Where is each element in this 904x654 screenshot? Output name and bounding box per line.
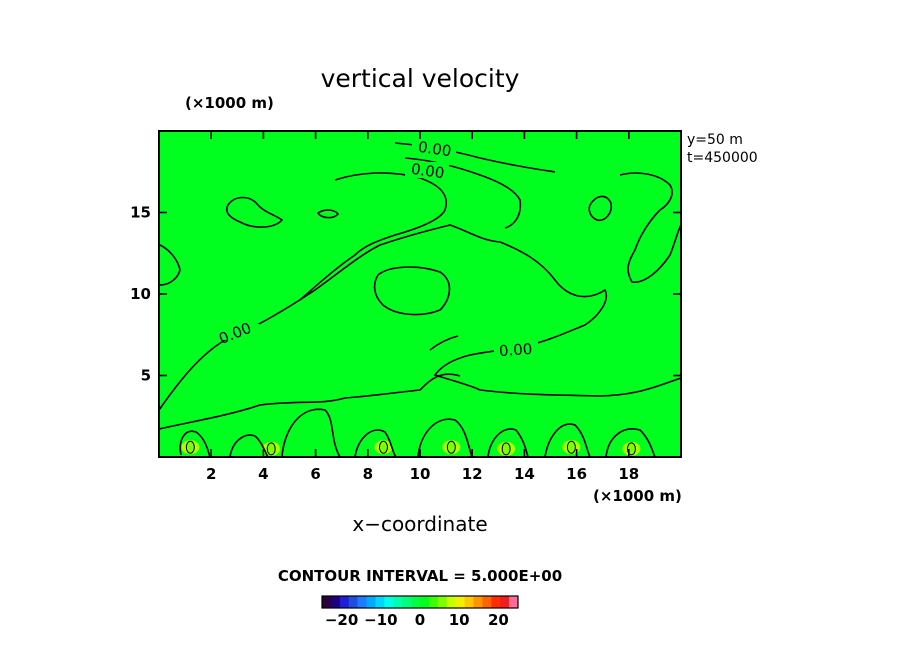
updraft-cell xyxy=(378,440,388,454)
contour-label: 0.00 xyxy=(417,138,453,160)
colorbar-tick-label: 10 xyxy=(449,611,470,629)
velocity-field xyxy=(159,131,681,457)
colorbar-swatch xyxy=(482,596,492,608)
contour-line xyxy=(281,408,341,458)
contour-line xyxy=(158,373,461,430)
colorbar-swatch xyxy=(375,596,385,608)
contour-line xyxy=(429,335,459,351)
colorbar-swatch xyxy=(402,596,412,608)
contour-line xyxy=(619,172,682,283)
contour-line xyxy=(588,195,613,222)
colorbar-swatch xyxy=(357,596,367,608)
contour-line xyxy=(316,209,340,219)
colorbar-swatch xyxy=(411,596,421,608)
tick-labels: 2 4 6 8 10 12 14 16 18 5 10 15 xyxy=(130,204,639,484)
x-axis-unit-label: (×1000 m) xyxy=(593,487,682,505)
contour-interval-label: CONTOUR INTERVAL = 5.000E+00 xyxy=(278,567,562,585)
contour-line xyxy=(605,428,656,458)
x-tick-label: 6 xyxy=(310,465,320,483)
contour-label-background xyxy=(494,341,538,357)
annotation-time: t=450000 xyxy=(687,150,758,166)
updraft-cell xyxy=(566,440,576,454)
x-tick-label: 2 xyxy=(206,465,216,483)
chart-title: vertical velocity xyxy=(321,64,520,93)
x-tick-label: 12 xyxy=(462,465,483,483)
colorbar-swatch xyxy=(384,596,394,608)
colorbar-tick-label: 0 xyxy=(415,611,425,629)
contour-line xyxy=(179,430,211,458)
colorbar xyxy=(321,595,519,609)
updraft-cell xyxy=(446,440,456,454)
contour-line xyxy=(299,172,447,301)
updraft-cell xyxy=(501,442,511,456)
contour-line xyxy=(373,266,451,316)
x-tick-label: 10 xyxy=(410,465,431,483)
contour-line xyxy=(417,418,473,458)
axis-ticks xyxy=(159,131,681,457)
colorbar-swatch xyxy=(366,596,376,608)
contour-label: 0.00 xyxy=(410,160,446,182)
x-axis-label: x−coordinate xyxy=(352,512,487,536)
near-surface-updraft-cells xyxy=(181,440,641,456)
contour-label-background xyxy=(405,162,449,178)
y-tick-label: 15 xyxy=(130,204,151,222)
x-tick-label: 16 xyxy=(566,465,587,483)
colorbar-frame xyxy=(321,595,519,609)
colorbar-swatch xyxy=(500,596,510,608)
colorbar-swatch xyxy=(393,596,403,608)
x-tick-label: 18 xyxy=(618,465,639,483)
contour-line xyxy=(225,196,284,228)
contour-line xyxy=(159,244,181,286)
colorbar-swatch xyxy=(464,596,474,608)
colorbar-swatch xyxy=(428,596,439,608)
updraft-cell xyxy=(266,442,276,456)
contour-line xyxy=(354,429,397,458)
updraft-cell xyxy=(185,440,195,454)
contour-line xyxy=(158,224,682,411)
contour-label-background xyxy=(215,324,259,340)
x-tick-label: 8 xyxy=(363,465,373,483)
colorbar-swatch xyxy=(437,596,448,608)
colorbar-tick-label: 20 xyxy=(488,611,509,629)
contour-line xyxy=(229,434,269,458)
colorbar-swatch xyxy=(455,596,465,608)
colorbar-tick-label: −20 xyxy=(325,611,358,629)
colorbar-labels: −20 −10 0 10 20 xyxy=(325,611,509,629)
y-tick-label: 5 xyxy=(141,367,151,385)
contour-line xyxy=(544,423,591,458)
colorbar-swatch xyxy=(491,596,501,608)
colorbar-swatch xyxy=(509,596,519,608)
colorbar-swatch xyxy=(322,596,332,608)
y-axis-unit-label: (×1000 m) xyxy=(185,94,274,112)
contour-label: 0.00 xyxy=(498,340,533,360)
contour-label-background xyxy=(412,140,456,156)
contour-line xyxy=(487,428,529,458)
colorbar-tick-label: −10 xyxy=(364,611,397,629)
x-tick-label: 14 xyxy=(514,465,535,483)
colorbar-swatch xyxy=(348,596,358,608)
colorbar-swatch xyxy=(330,596,341,608)
y-tick-label: 10 xyxy=(130,285,151,303)
colorbar-swatch xyxy=(420,596,430,608)
colorbar-swatch xyxy=(446,596,456,608)
annotation-y-position: y=50 m xyxy=(687,132,743,148)
colorbar-swatch xyxy=(473,596,483,608)
x-tick-label: 4 xyxy=(258,465,268,483)
colorbar-swatch xyxy=(339,596,350,608)
